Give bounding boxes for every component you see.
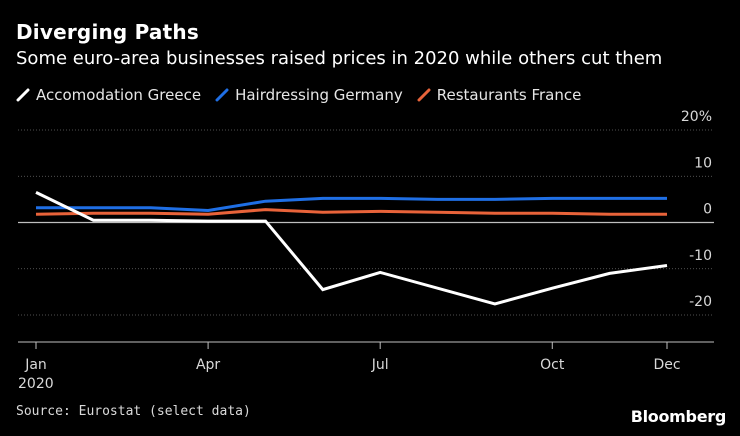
legend-label-france: Restaurants France	[436, 86, 582, 104]
x-tick-label: Jul	[371, 357, 389, 373]
source-note: Source: Eurostat (select data)	[16, 404, 251, 419]
y-tick-label: 0	[703, 202, 712, 218]
legend-item-france: Restaurants France	[417, 86, 582, 104]
legend-swatch-greece-line	[16, 88, 30, 102]
y-tick-label: -20	[689, 294, 712, 310]
chart-title: Diverging Paths	[16, 20, 199, 44]
series-line-hairdressing-germany	[36, 196, 667, 213]
legend-item-germany: Hairdressing Germany	[215, 86, 403, 104]
x-tick-label: Jan	[24, 357, 47, 373]
legend: Accomodation Greece Hairdressing Germany…	[16, 86, 581, 104]
legend-swatch-greece	[16, 88, 30, 102]
bloomberg-logo: Bloomberg	[630, 407, 727, 426]
legend-swatch-germany	[215, 88, 229, 102]
chart-subtitle: Some euro-area businesses raised prices …	[16, 48, 663, 69]
x-tick-label: Oct	[540, 357, 565, 373]
legend-item-greece: Accomodation Greece	[16, 86, 201, 104]
x-tick-label: Apr	[196, 357, 220, 373]
legend-label-greece: Accomodation Greece	[36, 86, 202, 104]
series-line-accomodation-greece	[35, 191, 668, 306]
x-tick-label: Dec	[653, 357, 680, 373]
y-tick-label: 20%	[681, 109, 712, 125]
legend-swatch-germany-line	[215, 88, 229, 102]
legend-swatch-france	[417, 88, 431, 102]
series-line-restaurants-france	[35, 208, 667, 216]
y-tick-label: 10	[694, 155, 712, 171]
legend-swatch-france-line	[417, 88, 431, 102]
legend-label-germany: Hairdressing Germany	[235, 86, 403, 104]
x-tick-sublabel: 2020	[18, 376, 54, 392]
y-tick-label: -10	[689, 248, 712, 264]
